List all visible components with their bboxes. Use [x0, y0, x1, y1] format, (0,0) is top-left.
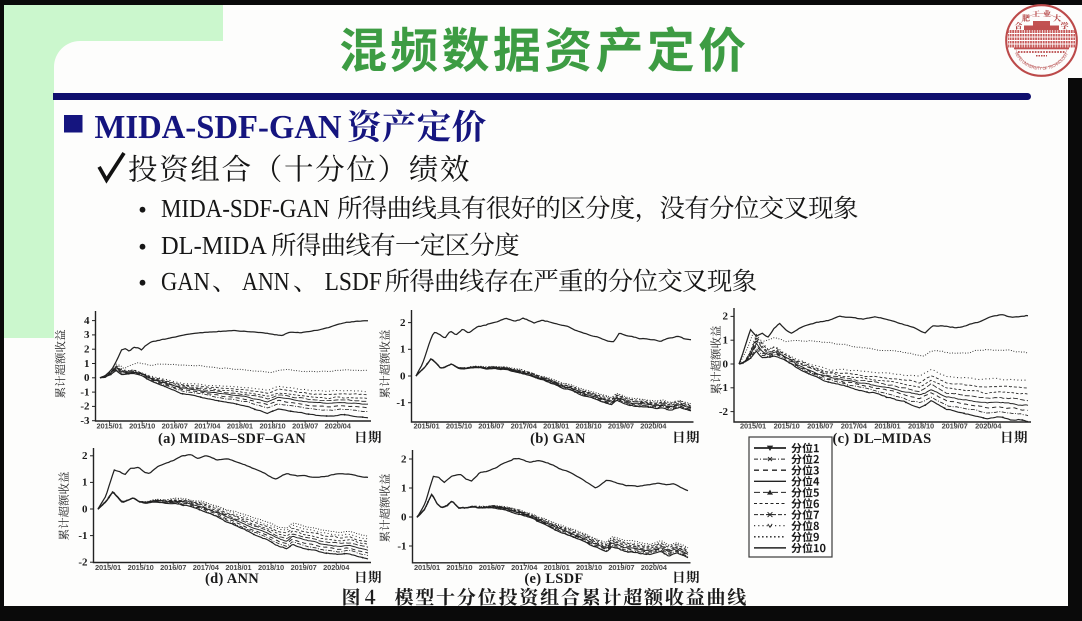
- svg-text:-2: -2: [80, 401, 90, 413]
- svg-text:2015/10: 2015/10: [774, 422, 800, 431]
- svg-text:2018/10: 2018/10: [908, 422, 934, 431]
- svg-text:2: 2: [401, 453, 407, 465]
- svg-text:2018/01: 2018/01: [225, 563, 251, 572]
- svg-text:2018/01: 2018/01: [227, 422, 253, 431]
- svg-text:2015/01: 2015/01: [413, 422, 439, 431]
- svg-text:2015/10: 2015/10: [446, 563, 472, 572]
- svg-text:2: 2: [82, 450, 88, 462]
- svg-text:2015/01: 2015/01: [96, 422, 122, 431]
- svg-text:HEFEI UNIVERSITY OF TECHNOLOGY: HEFEI UNIVERSITY OF TECHNOLOGY: [1014, 51, 1069, 71]
- svg-text:2018/01: 2018/01: [543, 422, 569, 431]
- svg-text:2020/04: 2020/04: [325, 422, 352, 431]
- svg-text:0: 0: [84, 372, 90, 384]
- svg-text:-3: -3: [80, 415, 90, 427]
- svg-text:2018/10: 2018/10: [576, 563, 602, 572]
- svg-text:2020/04: 2020/04: [640, 422, 667, 431]
- svg-text:2019/07: 2019/07: [292, 422, 318, 431]
- svg-text:-1: -1: [719, 382, 728, 394]
- svg-text:(c) DL–MIDAS: (c) DL–MIDAS: [832, 431, 931, 447]
- svg-text:2: 2: [723, 311, 729, 323]
- svg-text:-2: -2: [78, 557, 88, 569]
- svg-text:-1: -1: [80, 386, 89, 398]
- svg-text:1: 1: [400, 344, 406, 356]
- svg-text:2017/04: 2017/04: [194, 422, 221, 431]
- svg-text:2019/07: 2019/07: [608, 563, 634, 572]
- svg-text:-1: -1: [78, 530, 87, 542]
- svg-text:2018/01: 2018/01: [874, 422, 900, 431]
- svg-text:0: 0: [401, 511, 407, 523]
- svg-text:2015/01: 2015/01: [414, 563, 440, 572]
- svg-text:2015/01: 2015/01: [740, 422, 766, 431]
- svg-text:2015/10: 2015/10: [129, 422, 155, 431]
- svg-text:(e) LSDF: (e) LSDF: [524, 571, 583, 587]
- svg-text:1: 1: [84, 358, 90, 370]
- svg-text:2016/07: 2016/07: [162, 422, 188, 431]
- svg-text:2016/07: 2016/07: [807, 422, 833, 431]
- svg-text:2016/07: 2016/07: [478, 422, 504, 431]
- svg-text:2018/01: 2018/01: [544, 563, 570, 572]
- svg-text:1: 1: [401, 482, 407, 494]
- svg-text:2016/07: 2016/07: [160, 563, 186, 572]
- svg-text:2015/10: 2015/10: [446, 422, 472, 431]
- svg-text:2018/10: 2018/10: [575, 422, 601, 431]
- svg-text:1: 1: [723, 335, 729, 347]
- svg-text:0: 0: [400, 370, 406, 382]
- svg-text:2016/07: 2016/07: [479, 563, 505, 572]
- svg-text:0: 0: [723, 358, 729, 370]
- svg-text:2018/10: 2018/10: [258, 563, 284, 572]
- svg-text:0: 0: [82, 503, 88, 515]
- svg-text:2017/04: 2017/04: [841, 422, 868, 431]
- svg-text:2015/10: 2015/10: [128, 563, 154, 572]
- svg-text:2017/04: 2017/04: [193, 563, 220, 572]
- svg-text:(b) GAN: (b) GAN: [530, 431, 586, 447]
- svg-text:2017/04: 2017/04: [511, 422, 538, 431]
- svg-text:2020/04: 2020/04: [975, 422, 1002, 431]
- svg-text:2019/07: 2019/07: [942, 422, 968, 431]
- svg-text:-1: -1: [396, 397, 405, 409]
- svg-text:1: 1: [82, 477, 88, 489]
- svg-text:2018/10: 2018/10: [259, 422, 285, 431]
- svg-text:2019/07: 2019/07: [608, 422, 634, 431]
- svg-text:2: 2: [84, 344, 90, 356]
- svg-text:2: 2: [400, 317, 406, 329]
- svg-text:2015/01: 2015/01: [95, 563, 121, 572]
- svg-text:2017/04: 2017/04: [511, 563, 538, 572]
- svg-text:(d) ANN: (d) ANN: [205, 571, 259, 587]
- svg-text:2020/04: 2020/04: [323, 563, 350, 572]
- svg-text:3: 3: [84, 329, 90, 341]
- svg-text:-1: -1: [397, 540, 406, 552]
- svg-text:2019/07: 2019/07: [291, 563, 317, 572]
- svg-text:4: 4: [84, 315, 90, 327]
- svg-text:-2: -2: [719, 406, 729, 418]
- svg-text:(a) MIDAS–SDF–GAN: (a) MIDAS–SDF–GAN: [158, 431, 306, 447]
- svg-text:2020/04: 2020/04: [641, 563, 668, 572]
